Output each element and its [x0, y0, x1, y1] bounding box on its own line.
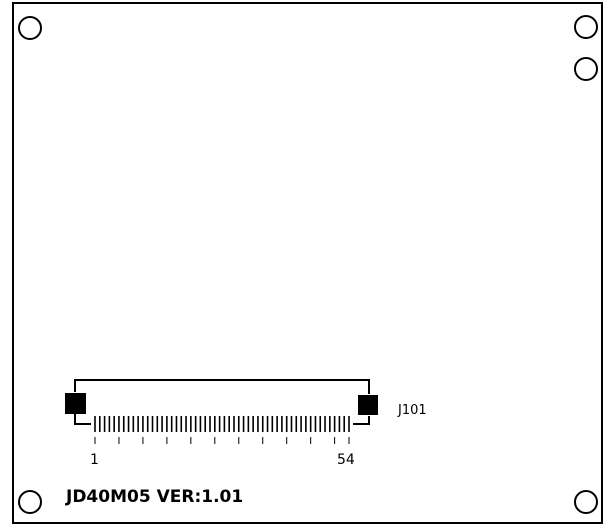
connector-right-anchor-pad	[358, 395, 378, 415]
board-version-label: JD40M05 VER:1.01	[65, 487, 243, 507]
board-outline	[12, 2, 603, 524]
connector-left-anchor-pad	[65, 393, 86, 414]
connector-body-outline	[74, 379, 370, 394]
connector-left-bracket	[74, 414, 91, 425]
connector-ref-label: J101	[397, 403, 427, 418]
last-pin-label: 54	[337, 452, 355, 468]
connector-j101	[65, 379, 378, 444]
mounting-hole-top-right	[574, 15, 598, 39]
first-pin-label: 1	[90, 452, 99, 468]
mounting-hole-right-upper	[574, 57, 598, 81]
connector-right-bracket	[353, 416, 370, 425]
mounting-hole-top-left	[18, 16, 42, 40]
mounting-holes	[18, 15, 598, 514]
connector-pin-row	[94, 416, 350, 432]
mounting-hole-bottom-left	[18, 490, 42, 514]
mounting-hole-bottom-right	[574, 490, 598, 514]
connector-pin-ticks	[94, 437, 350, 444]
